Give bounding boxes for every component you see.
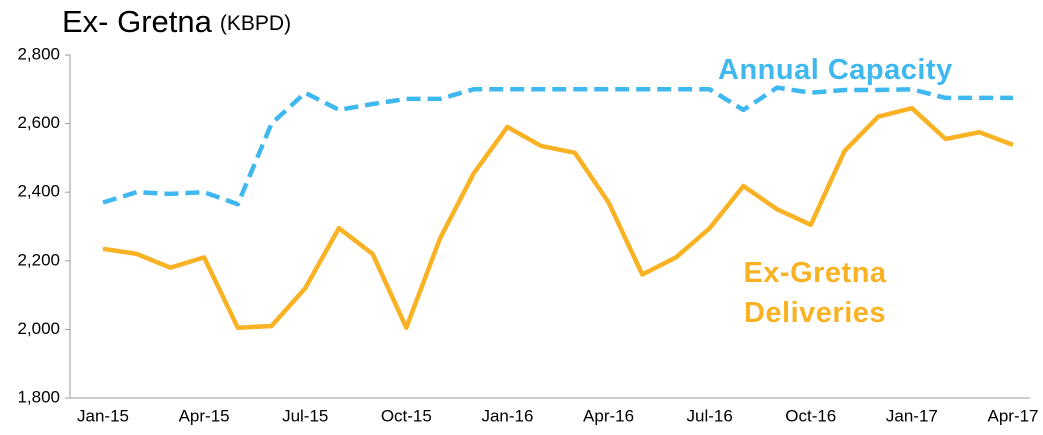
title-text: Ex- Gretna bbox=[62, 4, 213, 39]
x-tick-label: Oct-16 bbox=[785, 406, 836, 425]
x-tick-label: Apr-15 bbox=[179, 406, 230, 425]
x-tick-label: Apr-17 bbox=[987, 406, 1038, 425]
series-label: Annual Capacity bbox=[718, 54, 953, 86]
series-line bbox=[102, 85, 1013, 207]
x-tick-label: Apr-16 bbox=[583, 406, 634, 425]
chart-title: Ex- Gretna (KBPD) bbox=[62, 4, 291, 39]
y-tick-label: 1,800 bbox=[17, 387, 60, 406]
y-tick-label: 2,400 bbox=[17, 182, 60, 201]
unit-text: (KBPD) bbox=[220, 12, 291, 35]
y-tick-label: 2,000 bbox=[17, 319, 60, 338]
x-tick-label: Jul-15 bbox=[282, 406, 328, 425]
x-tick-label: Jan-16 bbox=[481, 406, 533, 425]
x-tick-label: Jan-17 bbox=[886, 406, 938, 425]
y-tick-label: 2,800 bbox=[17, 44, 60, 63]
x-tick-label: Jul-16 bbox=[687, 406, 733, 425]
series-line bbox=[102, 105, 1014, 330]
x-tick-label: Jan-15 bbox=[77, 406, 129, 425]
x-tick-label: Oct-15 bbox=[381, 406, 432, 425]
series-label: Ex-Gretna Deliveries bbox=[743, 257, 887, 329]
y-tick-label: 2,600 bbox=[17, 113, 60, 132]
y-tick-label: 2,200 bbox=[17, 250, 60, 269]
